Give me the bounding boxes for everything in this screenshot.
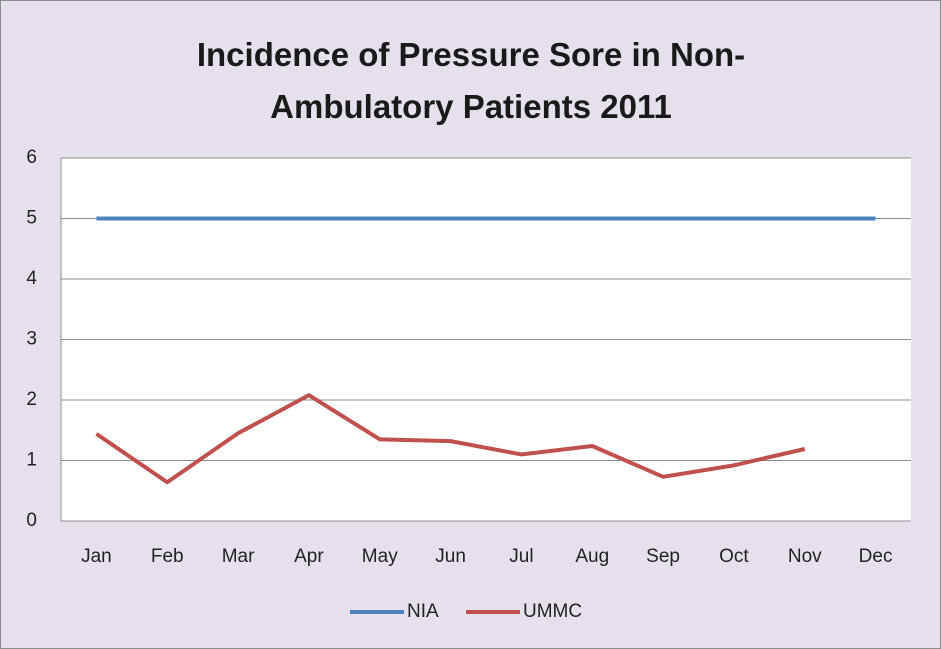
x-tick-label: Jun [435,546,466,567]
chart-title: Incidence of Pressure Sore in Non-Ambula… [196,36,746,125]
y-tick-label: 2 [26,389,37,410]
y-tick-label: 1 [26,450,37,471]
series-line [95,393,806,485]
x-tick-label: Nov [788,546,822,567]
x-tick-label: Feb [151,546,184,567]
x-tick-label: Mar [222,546,255,567]
x-tick-label: May [362,546,398,567]
legend-label: NIA [407,601,439,622]
y-tick-label: 0 [26,510,37,531]
y-tick-label: 4 [26,268,37,289]
x-tick-label: Sep [646,546,680,567]
x-tick-label: Aug [575,546,609,567]
x-tick-label: Jan [81,546,112,567]
legend-label: UMMC [523,601,582,622]
x-tick-label: Apr [294,546,324,567]
x-tick-label: Oct [719,546,749,567]
y-tick-label: 3 [26,329,37,350]
y-tick-label: 5 [26,208,37,229]
x-tick-label: Dec [859,546,893,567]
y-tick-label: 6 [26,147,37,168]
x-tick-label: Jul [509,546,533,567]
